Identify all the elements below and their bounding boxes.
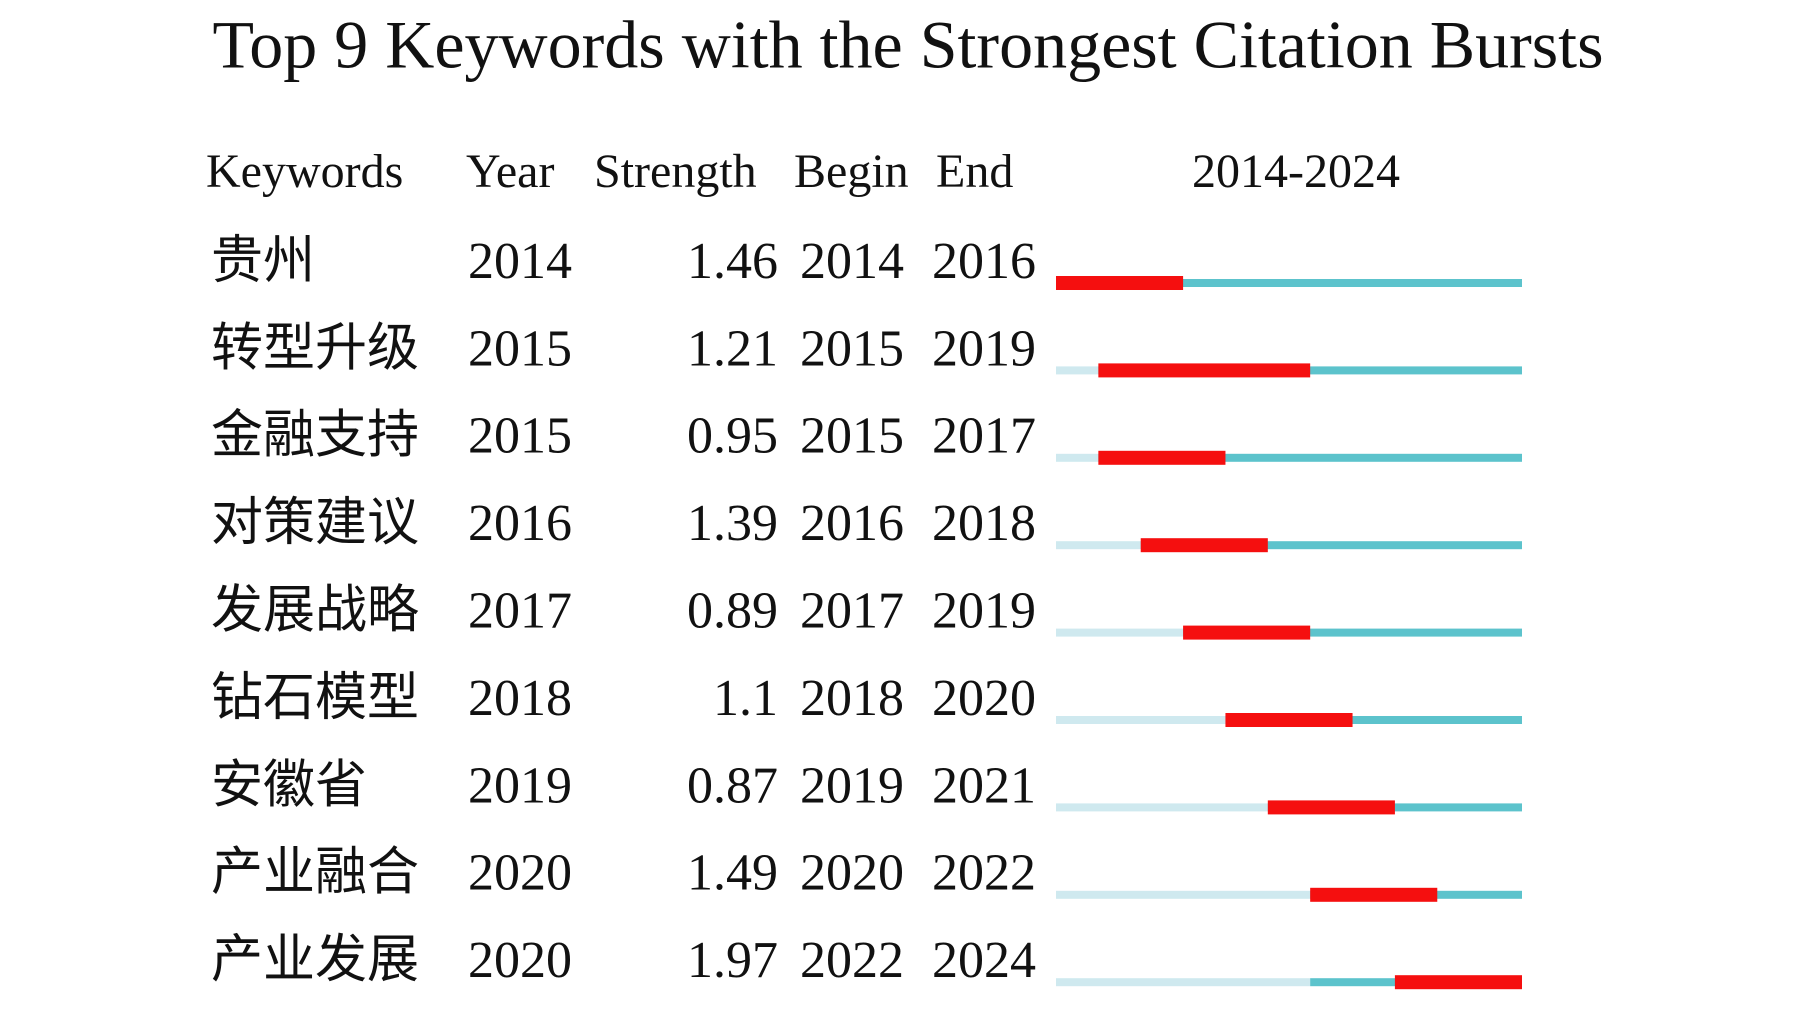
- end: 2024: [932, 932, 1036, 989]
- year: 2020: [468, 845, 572, 902]
- burst-bar: [1098, 363, 1311, 378]
- begin: 2018: [800, 670, 904, 727]
- year: 2020: [468, 932, 572, 989]
- column-header: End: [936, 145, 1013, 198]
- column-header: Begin: [794, 145, 909, 198]
- year: 2016: [468, 495, 572, 552]
- strength: 0.87: [687, 757, 778, 814]
- end: 2018: [932, 495, 1036, 552]
- burst-bar: [1056, 276, 1184, 290]
- strength: 1.97: [687, 932, 778, 989]
- burst-bar: [1183, 625, 1311, 640]
- burst-bar: [1140, 538, 1268, 553]
- column-header: Strength: [594, 145, 757, 198]
- pre-publication-bar: [1056, 453, 1099, 462]
- burst-bar: [1098, 450, 1226, 465]
- burst-bar: [1225, 713, 1353, 727]
- strength: 1.39: [687, 495, 778, 552]
- timeline-bar: [1056, 279, 1522, 287]
- pre-publication-bar: [1056, 366, 1099, 375]
- timeline-bar: [1140, 541, 1522, 550]
- strength: 0.89: [687, 583, 778, 640]
- begin: 2014: [800, 233, 904, 290]
- strength: 1.46: [687, 233, 778, 290]
- keyword: 转型升级: [211, 320, 419, 377]
- timeline-bar: [1225, 716, 1522, 724]
- keyword: 产业发展: [211, 932, 419, 989]
- begin: 2019: [800, 757, 904, 814]
- end: 2020: [932, 670, 1036, 727]
- end: 2022: [932, 845, 1036, 902]
- begin: 2017: [800, 583, 904, 640]
- strength: 1.49: [687, 845, 778, 902]
- begin: 2022: [800, 932, 904, 989]
- timeline-bar: [1183, 628, 1522, 637]
- keyword: 安徽省: [211, 757, 367, 814]
- year: 2015: [468, 320, 572, 377]
- burst-bar: [1267, 800, 1395, 815]
- begin: 2016: [800, 495, 904, 552]
- year: 2019: [468, 757, 572, 814]
- begin: 2015: [800, 408, 904, 465]
- end: 2016: [932, 233, 1036, 290]
- timeline-header: 2014-2024: [1192, 145, 1400, 198]
- keyword: 产业融合: [211, 845, 419, 902]
- pre-publication-bar: [1056, 716, 1226, 724]
- burst-bar: [1310, 887, 1438, 902]
- keyword: 对策建议: [211, 495, 419, 552]
- year: 2014: [468, 233, 572, 290]
- keyword: 贵州: [211, 233, 315, 290]
- pre-publication-bar: [1056, 890, 1311, 899]
- title: Top 9 Keywords with the Strongest Citati…: [212, 7, 1603, 83]
- pre-publication-bar: [1056, 978, 1311, 987]
- burst-bar: [1394, 975, 1522, 990]
- end: 2019: [932, 320, 1036, 377]
- begin: 2020: [800, 845, 904, 902]
- year: 2015: [468, 408, 572, 465]
- column-header: Keywords: [206, 145, 403, 198]
- strength: 0.95: [687, 408, 778, 465]
- keyword: 发展战略: [211, 583, 419, 640]
- pre-publication-bar: [1056, 541, 1141, 550]
- end: 2019: [932, 583, 1036, 640]
- keyword: 金融支持: [211, 408, 419, 465]
- strength: 1.1: [713, 670, 778, 727]
- column-header: Year: [466, 145, 554, 198]
- pre-publication-bar: [1056, 803, 1268, 812]
- pre-publication-bar: [1056, 628, 1184, 637]
- keyword: 钻石模型: [211, 670, 419, 727]
- end: 2017: [932, 408, 1036, 465]
- year: 2017: [468, 583, 572, 640]
- begin: 2015: [800, 320, 904, 377]
- year: 2018: [468, 670, 572, 727]
- end: 2021: [932, 757, 1036, 814]
- strength: 1.21: [687, 320, 778, 377]
- timeline-bar: [1098, 453, 1522, 462]
